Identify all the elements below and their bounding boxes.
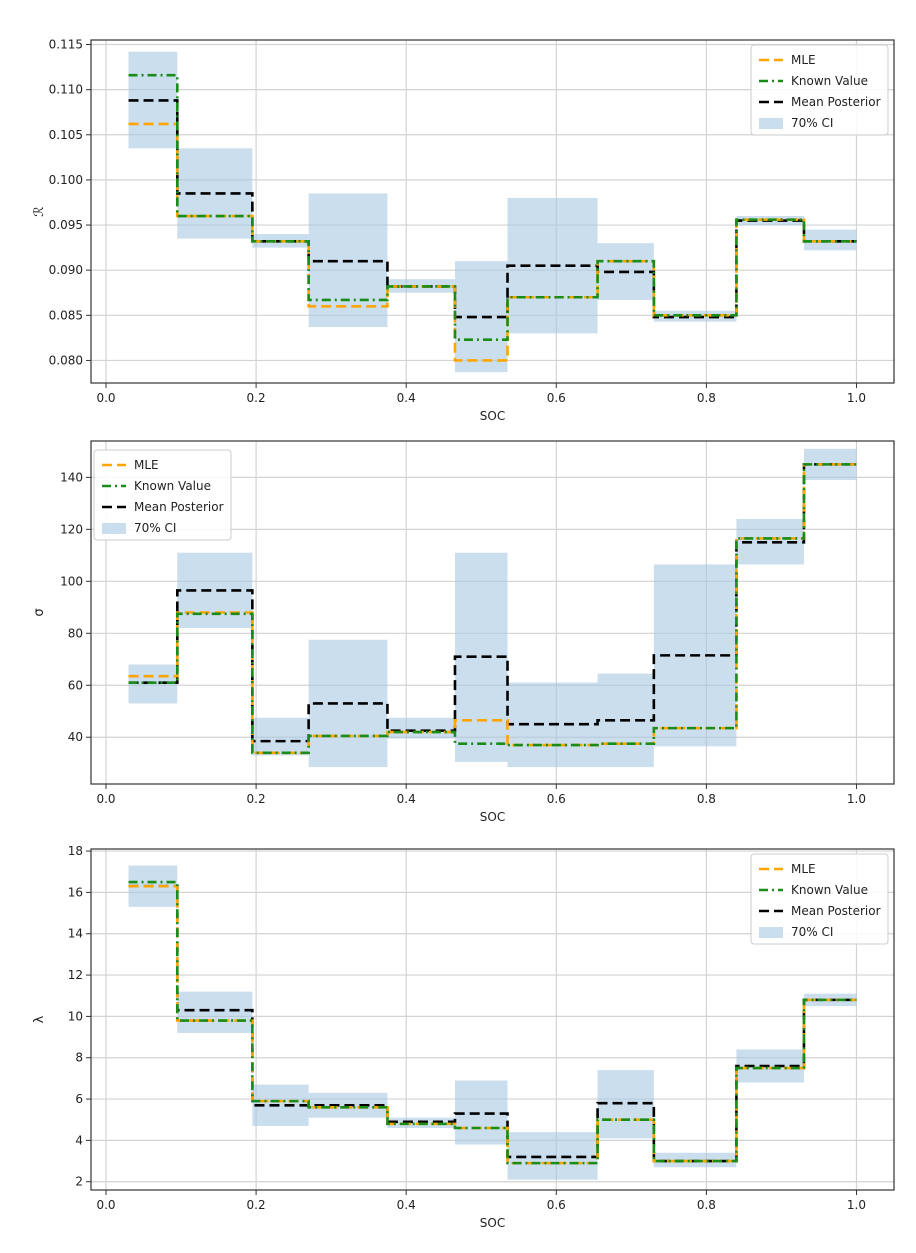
y-tick-label: 10: [68, 1009, 83, 1023]
y-axis-label: λ: [32, 1015, 47, 1023]
y-tick-label: 0.080: [49, 353, 83, 367]
legend-label: 70% CI: [791, 925, 833, 939]
series-line-known-value: [128, 463, 857, 755]
ci-band: [177, 991, 253, 1033]
y-tick-label: 0.105: [49, 128, 83, 142]
y-tick-label: 0.110: [49, 83, 83, 97]
legend-swatch-patch: [759, 118, 783, 129]
x-tick-label: 1.0: [847, 792, 866, 806]
y-tick-label: 120: [60, 522, 83, 536]
axes-frame: [90, 39, 895, 384]
x-tick-label: 0.0: [96, 391, 115, 405]
y-tick-label: 14: [68, 927, 83, 941]
x-tick-label: 0.6: [547, 391, 566, 405]
legend-label: Known Value: [134, 479, 211, 493]
x-tick-label: 0.0: [96, 1198, 115, 1212]
legend-label: MLE: [791, 53, 816, 67]
x-tick-label: 0.8: [697, 792, 716, 806]
y-tick-label: 0.100: [49, 173, 83, 187]
y-tick-label: 4: [75, 1133, 83, 1147]
axes-frame: [90, 440, 895, 785]
x-tick-label: 0.6: [547, 792, 566, 806]
x-tick-label: 1.0: [847, 1198, 866, 1212]
y-axis-label: ℛ: [32, 206, 47, 216]
y-tick-label: 0.090: [49, 263, 83, 277]
legend-label: Mean Posterior: [791, 95, 881, 109]
y-tick-label: 18: [68, 844, 83, 858]
y-tick-label: 100: [60, 574, 83, 588]
legend: MLE Known Value Mean Posterior 70% CI: [750, 44, 889, 136]
ci-band: [387, 279, 455, 293]
ci-band: [387, 717, 455, 739]
legend-label: Known Value: [791, 883, 868, 897]
x-tick-label: 0.2: [247, 391, 266, 405]
legend-label: 70% CI: [791, 116, 833, 130]
legend-swatch-patch: [102, 523, 126, 534]
axes-frame: [90, 848, 895, 1191]
x-axis-label: SOC: [480, 810, 505, 824]
x-tick-label: 0.8: [697, 1198, 716, 1212]
legend-label: Known Value: [791, 74, 868, 88]
x-tick-label: 0.2: [247, 1198, 266, 1212]
legend-swatch-patch: [759, 927, 783, 938]
series-line-mle: [128, 122, 857, 362]
y-axis-label: σ: [32, 608, 47, 616]
x-tick-label: 0.4: [397, 391, 416, 405]
y-tick-label: 140: [60, 470, 83, 484]
y-tick-label: 12: [68, 968, 83, 982]
y-tick-label: 16: [68, 885, 83, 899]
x-tick-label: 0.8: [697, 391, 716, 405]
series-line-mle: [128, 884, 857, 1165]
legend-label: Mean Posterior: [791, 904, 881, 918]
x-axis-label: SOC: [480, 409, 505, 423]
legend: MLE Known Value Mean Posterior 70% CI: [750, 853, 889, 945]
x-tick-label: 0.4: [397, 1198, 416, 1212]
ci-band: [252, 717, 309, 756]
panel-2: 0.0 0.2 0.4 0.6 0.8 1.0 40 60 80 100 120 140 SOC σ MLE…: [32, 440, 895, 824]
y-tick-label: 60: [68, 678, 83, 692]
legend-label: MLE: [134, 458, 159, 472]
y-tick-label: 2: [75, 1175, 83, 1189]
panel-1: 0.0 0.2 0.4 0.6 0.8 1.0 0.080 0.085 0.090 0.095 0.…: [32, 38, 895, 423]
legend-box: [750, 44, 889, 136]
x-axis-label: SOC: [480, 1216, 505, 1230]
y-tick-label: 0.085: [49, 308, 83, 322]
x-tick-label: 0.0: [96, 792, 115, 806]
x-tick-label: 1.0: [847, 391, 866, 405]
legend-label: 70% CI: [134, 521, 176, 535]
y-tick-label: 6: [75, 1092, 83, 1106]
legend-label: Mean Posterior: [134, 500, 224, 514]
x-tick-label: 0.2: [247, 792, 266, 806]
panel-3: 0.0 0.2 0.4 0.6 0.8 1.0 2 4 6 8 10 12 14 16 18 SOC λ MLE K…: [32, 844, 895, 1230]
series-line-known-value: [128, 880, 857, 1165]
y-tick-label: 0.115: [49, 38, 83, 52]
legend: MLE Known Value Mean Posterior 70% CI: [93, 449, 232, 541]
x-tick-label: 0.6: [547, 1198, 566, 1212]
legend-box: [750, 853, 889, 945]
x-tick-label: 0.4: [397, 792, 416, 806]
legend-box: [93, 449, 232, 541]
y-tick-label: 0.095: [49, 218, 83, 232]
y-tick-label: 80: [68, 626, 83, 640]
y-tick-label: 40: [68, 730, 83, 744]
legend-label: MLE: [791, 862, 816, 876]
ci-band: [803, 229, 857, 251]
y-tick-label: 8: [75, 1051, 83, 1065]
